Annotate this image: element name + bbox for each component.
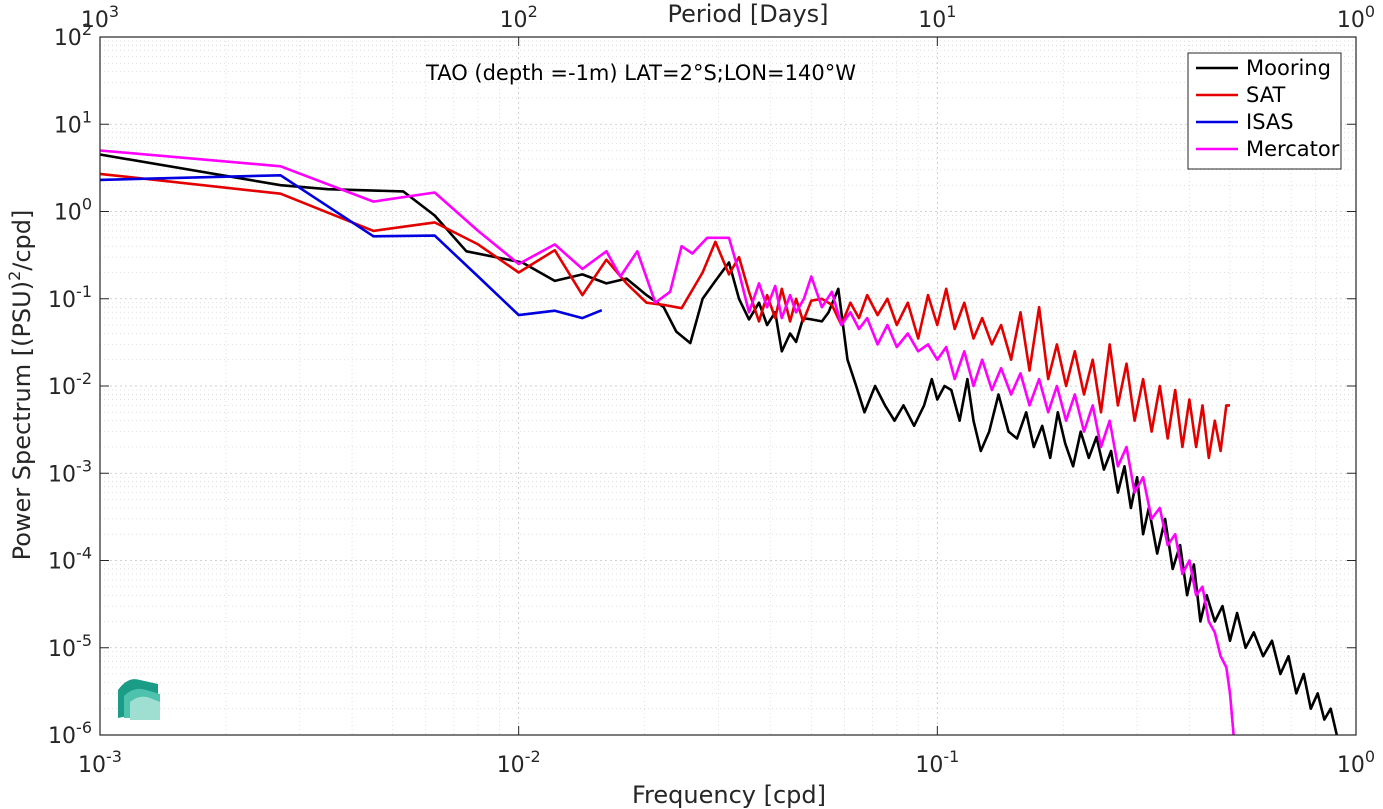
top-tick-label-base: 10 xyxy=(918,8,946,33)
y-tick-label-base: 10 xyxy=(54,26,82,51)
legend-label: Mooring xyxy=(1246,56,1331,80)
y-axis-title-tail: /cpd] xyxy=(8,210,36,271)
y-tick-label-exp: -6 xyxy=(76,718,92,737)
y-tick-label: 10-1 xyxy=(48,282,92,313)
y-tick-label-base: 10 xyxy=(48,637,76,662)
x-tick-label-base: 10 xyxy=(78,753,106,778)
minor-grid xyxy=(100,37,1356,735)
logo-wave-icon xyxy=(130,696,160,720)
y-tick-label-exp: -4 xyxy=(76,544,92,563)
y-tick-label-base: 10 xyxy=(48,462,76,487)
x-tick-label: 100 xyxy=(1337,747,1375,778)
x-tick-label-exp: 0 xyxy=(1365,747,1375,766)
x-tick-label-exp: -3 xyxy=(106,747,122,766)
y-tick-label-exp: -3 xyxy=(76,456,92,475)
y-tick-label: 101 xyxy=(54,107,92,138)
legend: Mooring SAT ISAS Mercator xyxy=(1187,52,1342,170)
top-tick-label-exp: 1 xyxy=(946,2,956,21)
series-line-sat xyxy=(99,172,1230,460)
y-tick-label: 10-5 xyxy=(48,631,92,662)
y-tick-label-exp: -5 xyxy=(76,631,92,650)
salinity-pimep-logo xyxy=(118,679,160,720)
x-tick-label-exp: -1 xyxy=(943,747,959,766)
y-tick-label-base: 10 xyxy=(48,288,76,313)
x-tick-label: 10-1 xyxy=(915,747,959,778)
x-tick-label-base: 10 xyxy=(915,753,943,778)
x-tick-label-base: 10 xyxy=(497,753,525,778)
y-tick-label: 10-6 xyxy=(48,718,92,749)
x-tick-label: 10-2 xyxy=(497,747,541,778)
y-tick-label-exp: 1 xyxy=(82,107,92,126)
top-axis-title: Period [Days] xyxy=(667,0,828,28)
top-tick-label-exp: 2 xyxy=(528,2,538,21)
top-tick-label: 100 xyxy=(1337,2,1375,33)
y-tick-label: 100 xyxy=(54,195,92,226)
y-tick-label-base: 10 xyxy=(48,550,76,575)
y-axis-title-main: Power Spectrum [(PSU) xyxy=(8,281,36,560)
x-axis-title: Frequency [cpd] xyxy=(632,781,826,809)
legend-label: Mercator xyxy=(1246,137,1340,161)
top-tick-label-exp: 0 xyxy=(1365,2,1375,21)
y-tick-label: 10-3 xyxy=(48,456,92,487)
y-tick-label: 102 xyxy=(54,20,92,51)
y-tick-label-exp: 2 xyxy=(82,20,92,39)
y-tick-label-base: 10 xyxy=(48,724,76,749)
y-tick-label: 10-2 xyxy=(48,369,92,400)
y-tick-label-base: 10 xyxy=(54,201,82,226)
top-tick-label: 101 xyxy=(918,2,956,33)
top-tick-label-base: 10 xyxy=(500,8,528,33)
y-axis-title-sup: 2 xyxy=(5,271,24,281)
top-tick-label-base: 10 xyxy=(81,8,109,33)
top-tick-label: 102 xyxy=(500,2,538,33)
legend-label: ISAS xyxy=(1246,110,1294,134)
legend-label: SAT xyxy=(1246,83,1285,107)
y-tick-label-exp: -2 xyxy=(76,369,92,388)
chart-title: TAO (depth =-1m) LAT=2°S;LON=140°W xyxy=(425,61,856,85)
x-tick-label: 10-3 xyxy=(78,747,122,778)
y-axis-title: Power Spectrum [(PSU)2/cpd] xyxy=(5,210,36,561)
y-tick-label-base: 10 xyxy=(48,375,76,400)
x-tick-label-exp: -2 xyxy=(525,747,541,766)
axis-ticks xyxy=(99,36,1357,736)
top-tick-label-base: 10 xyxy=(1337,8,1365,33)
top-tick-label-exp: 3 xyxy=(109,2,119,21)
y-tick-label-base: 10 xyxy=(54,113,82,138)
y-tick-label: 10-4 xyxy=(48,544,92,575)
y-tick-label-exp: 0 xyxy=(82,195,92,214)
plot-area xyxy=(100,37,1356,735)
x-tick-label-base: 10 xyxy=(1337,753,1365,778)
series-line-isas xyxy=(99,174,603,320)
series-line-mooring xyxy=(99,153,1339,736)
top-tick-label: 103 xyxy=(81,2,119,33)
y-tick-label-exp: -1 xyxy=(76,282,92,301)
series-line-mercator xyxy=(99,149,1235,736)
series-layer xyxy=(99,149,1339,736)
